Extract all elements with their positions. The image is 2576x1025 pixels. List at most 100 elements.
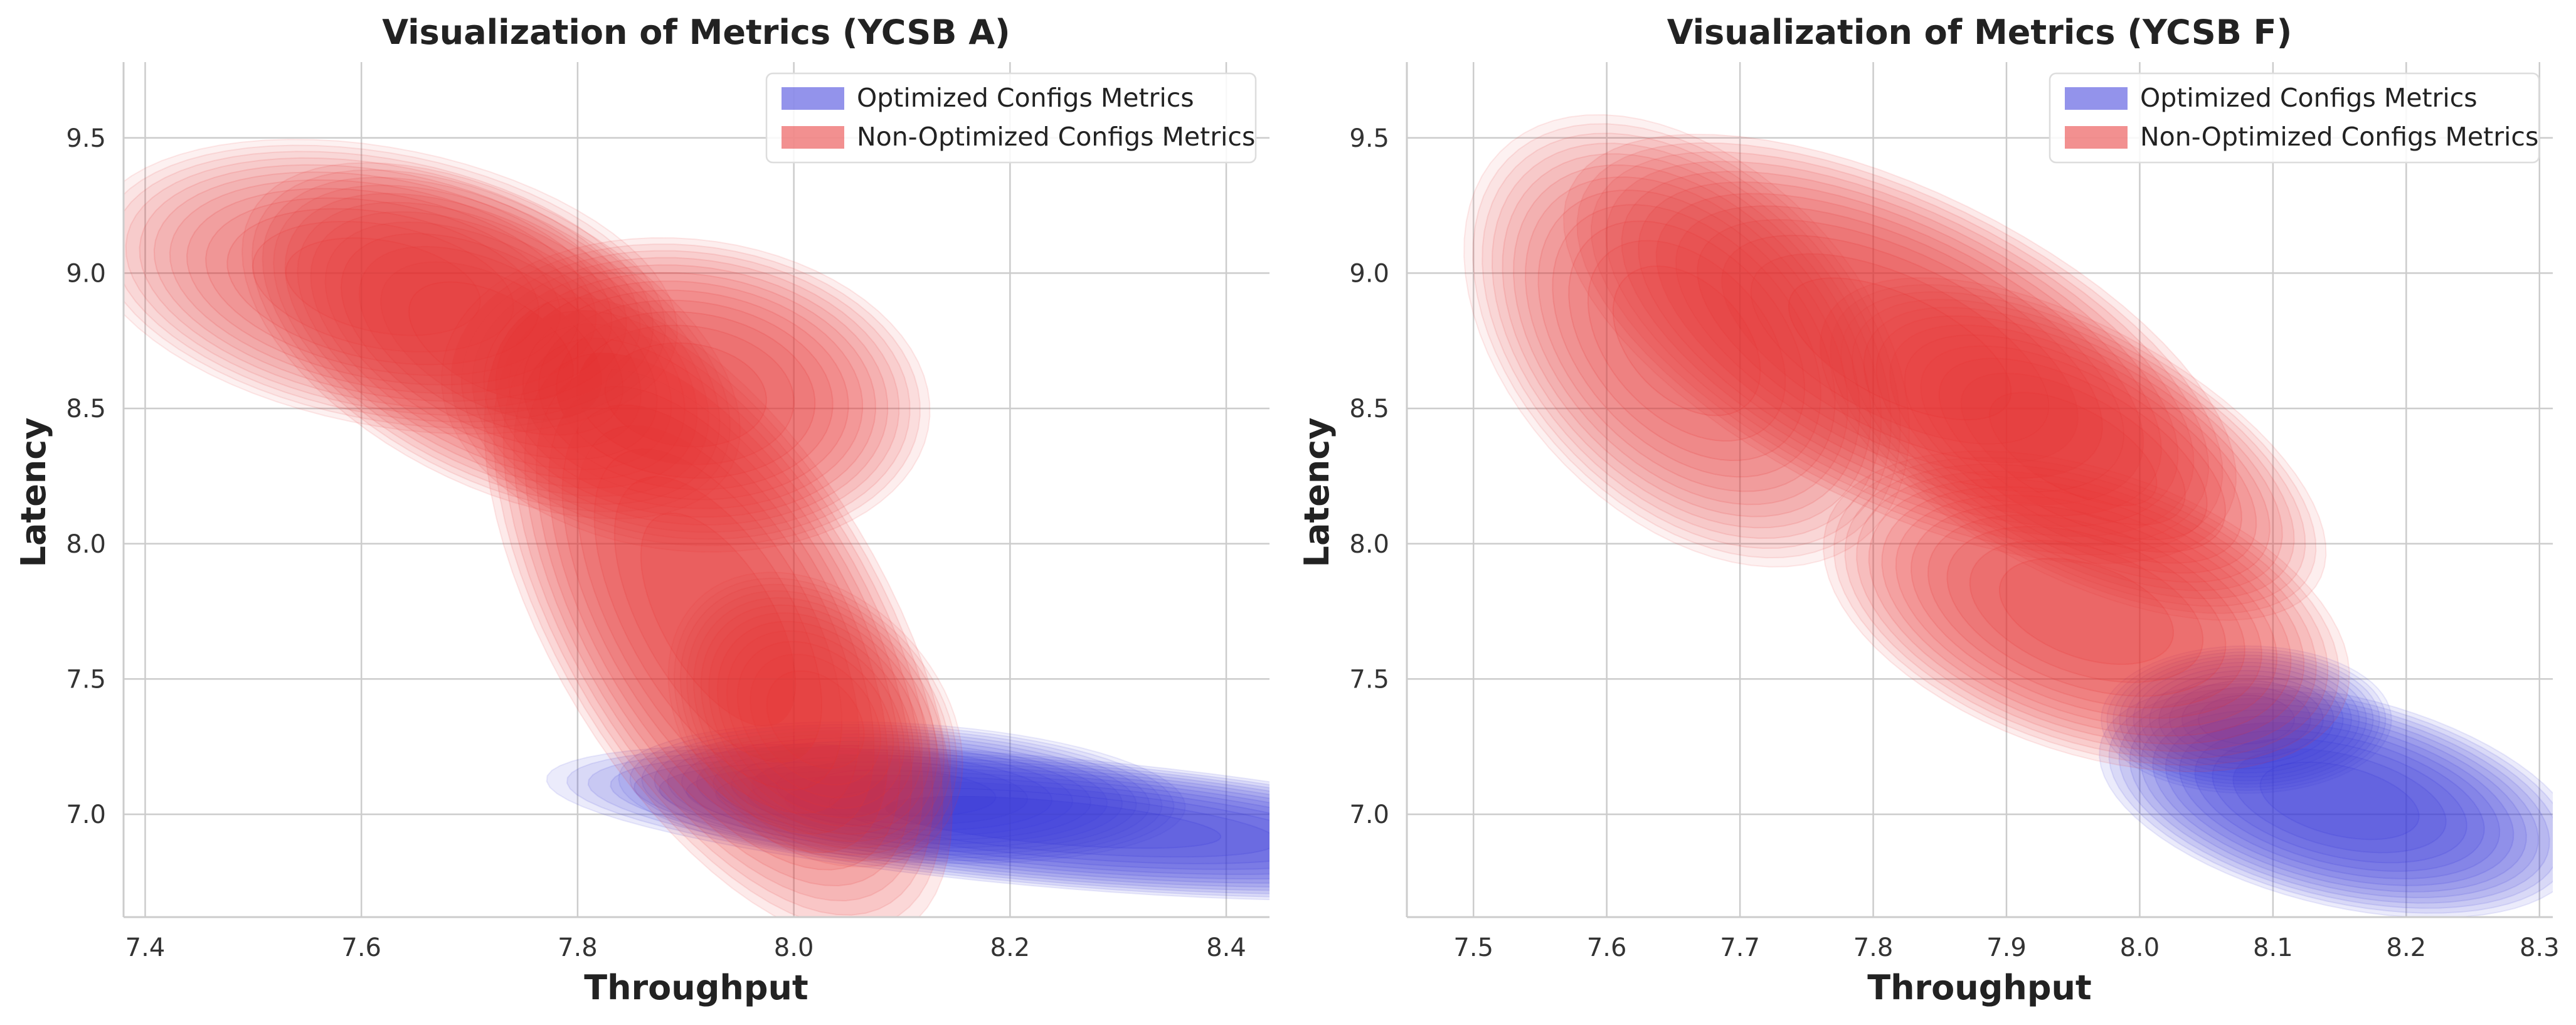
x-tick-label: 8.4 bbox=[1206, 933, 1246, 962]
y-tick-label: 8.0 bbox=[1349, 530, 1389, 559]
density-contour bbox=[297, 201, 686, 481]
density-contour bbox=[828, 787, 1269, 858]
density-contour bbox=[618, 721, 1186, 864]
density-contour bbox=[2108, 688, 2553, 914]
density-contour bbox=[2212, 738, 2467, 864]
density-contour bbox=[640, 512, 797, 727]
density-contour bbox=[1998, 558, 2175, 666]
density-contour bbox=[262, 176, 721, 505]
density-contour bbox=[2133, 661, 2360, 778]
density-contour bbox=[1863, 306, 2283, 592]
density-contour bbox=[2112, 651, 2380, 788]
density-contour bbox=[1491, 142, 1882, 539]
density-contour bbox=[273, 184, 710, 497]
density-contour bbox=[340, 233, 642, 449]
density-contour bbox=[2129, 698, 2550, 904]
legend: Optimized Configs Metrics Non-Optimized C… bbox=[2049, 72, 2540, 164]
density-contour bbox=[252, 220, 514, 353]
density-contour bbox=[610, 753, 1269, 891]
density-contour bbox=[1920, 345, 2227, 553]
density-contour bbox=[1819, 277, 2327, 621]
density-contour bbox=[736, 640, 894, 799]
density-contour bbox=[226, 208, 540, 366]
density-contour bbox=[604, 342, 767, 448]
x-tick-label: 7.8 bbox=[1853, 933, 1894, 962]
y-tick-label: 8.0 bbox=[66, 530, 106, 559]
density-contour bbox=[1562, 134, 2237, 565]
density-contour bbox=[483, 264, 889, 526]
density-contour bbox=[2106, 648, 2387, 791]
density-contour bbox=[1481, 132, 1892, 550]
x-tick-label: 7.6 bbox=[1587, 933, 1627, 962]
density-contour bbox=[1830, 284, 2317, 614]
density-contour bbox=[1875, 315, 2271, 583]
legend-box bbox=[2049, 72, 2540, 164]
density-contour bbox=[1463, 114, 1911, 568]
density-contour bbox=[508, 280, 864, 509]
chart-panel-ycsb-a: Visualization of Metrics (YCSB A) Throug… bbox=[14, 13, 1269, 1007]
density-contour bbox=[561, 404, 875, 835]
legend-label: Non-Optimized Configs Metrics bbox=[2140, 122, 2538, 152]
density-contour bbox=[1721, 235, 2079, 464]
legend-swatch bbox=[2065, 87, 2128, 110]
density-contour bbox=[1927, 514, 2245, 709]
x-tick-label: 8.0 bbox=[2120, 933, 2160, 962]
density-contour bbox=[284, 193, 698, 489]
density-contour bbox=[2149, 669, 2344, 770]
density-contour bbox=[460, 250, 911, 540]
density-contour bbox=[1638, 181, 2162, 517]
density-contour bbox=[807, 768, 997, 817]
density-contour bbox=[1587, 240, 1786, 442]
density-contour bbox=[1833, 457, 2340, 766]
density-contour bbox=[1868, 478, 2305, 745]
density-contour bbox=[885, 795, 1222, 849]
chart-title: Visualization of Metrics (YCSB F) bbox=[1667, 13, 2292, 52]
y-axis-label: Latency bbox=[14, 418, 53, 568]
density-contour bbox=[1851, 299, 2295, 600]
x-tick-label: 7.5 bbox=[1453, 933, 1493, 962]
density-contour bbox=[2140, 666, 2353, 774]
density-contour bbox=[1889, 324, 2257, 574]
density-contour bbox=[700, 604, 931, 835]
density-contour bbox=[1576, 142, 2224, 556]
density-contour bbox=[576, 324, 795, 465]
density-series-optimized bbox=[2099, 645, 2553, 917]
y-tick-label: 7.0 bbox=[1349, 800, 1389, 829]
density-contour bbox=[2165, 715, 2515, 886]
density-contour bbox=[1881, 486, 2292, 737]
density-contour bbox=[2194, 730, 2485, 872]
y-tick-label: 7.5 bbox=[66, 665, 106, 694]
density-contour bbox=[125, 157, 641, 417]
y-tick-label: 9.5 bbox=[1349, 124, 1389, 153]
density-contour bbox=[712, 745, 1092, 841]
density-contour bbox=[124, 139, 678, 435]
density-contour bbox=[380, 261, 602, 421]
density-contour bbox=[629, 724, 1175, 862]
density-contour bbox=[1568, 220, 1806, 462]
density-contour bbox=[1938, 358, 2208, 541]
density-contour bbox=[1537, 189, 1836, 492]
x-axis-label: Throughput bbox=[584, 968, 808, 1007]
legend-swatch bbox=[2065, 126, 2128, 149]
density-contour bbox=[686, 590, 945, 849]
x-tick-label: 8.3 bbox=[2520, 933, 2560, 962]
density-contour bbox=[667, 571, 963, 868]
density-contour bbox=[285, 237, 481, 336]
y-tick-label: 7.5 bbox=[1349, 665, 1389, 694]
density-contour bbox=[2119, 654, 2374, 785]
density-contour bbox=[324, 221, 658, 460]
density-contour bbox=[205, 197, 561, 376]
density-contour bbox=[726, 630, 905, 809]
density-contour bbox=[775, 760, 1029, 825]
density-contour bbox=[556, 311, 816, 479]
density-contour bbox=[654, 730, 1150, 856]
density-contour bbox=[1911, 504, 2262, 719]
density-contour bbox=[613, 476, 823, 763]
density-contour bbox=[2197, 694, 2295, 745]
density-contour bbox=[1605, 161, 2195, 538]
density-contour bbox=[1969, 539, 2204, 683]
density-contour bbox=[747, 775, 1269, 870]
y-tick-label: 9.0 bbox=[66, 259, 106, 288]
density-series-non-optimized bbox=[1463, 114, 2350, 773]
density-contour bbox=[484, 297, 953, 917]
